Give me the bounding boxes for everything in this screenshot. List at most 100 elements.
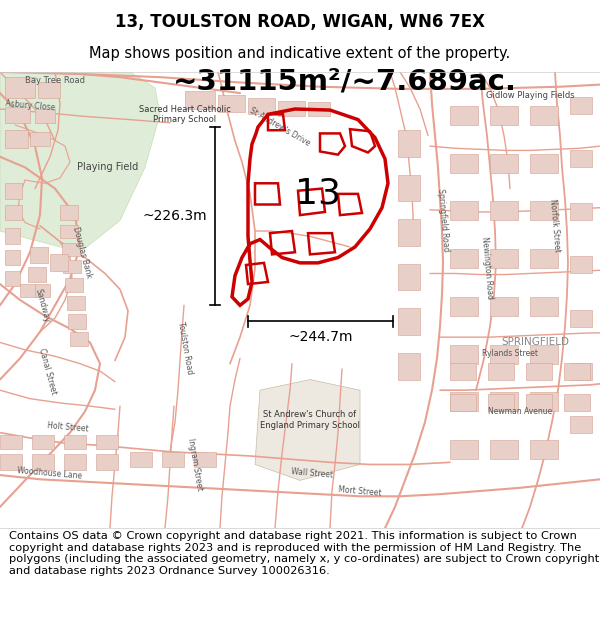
Polygon shape	[62, 242, 80, 256]
Polygon shape	[50, 254, 68, 271]
Polygon shape	[5, 107, 30, 123]
Polygon shape	[67, 296, 85, 309]
Polygon shape	[490, 297, 518, 316]
Polygon shape	[450, 297, 478, 316]
Polygon shape	[20, 284, 36, 297]
Polygon shape	[162, 452, 184, 467]
Text: Canal Street: Canal Street	[37, 347, 59, 395]
Polygon shape	[490, 106, 518, 125]
Polygon shape	[5, 250, 20, 265]
Text: Asbury Close: Asbury Close	[5, 99, 55, 112]
Polygon shape	[570, 309, 592, 326]
Polygon shape	[96, 435, 118, 449]
Polygon shape	[63, 259, 81, 274]
Polygon shape	[60, 224, 78, 239]
Text: Newman Avenue: Newman Avenue	[488, 407, 552, 416]
Text: Woodhouse Lane: Woodhouse Lane	[17, 466, 83, 480]
Polygon shape	[526, 394, 552, 411]
Polygon shape	[5, 183, 22, 199]
Polygon shape	[450, 249, 478, 268]
Polygon shape	[65, 278, 83, 291]
Polygon shape	[35, 109, 55, 122]
Polygon shape	[450, 362, 476, 379]
Text: Sacred Heart Catholic
Primary School: Sacred Heart Catholic Primary School	[139, 104, 231, 124]
Polygon shape	[64, 454, 86, 470]
Polygon shape	[530, 154, 558, 173]
Polygon shape	[68, 314, 86, 329]
Polygon shape	[398, 264, 420, 291]
Polygon shape	[530, 201, 558, 221]
Polygon shape	[488, 362, 514, 379]
Polygon shape	[530, 249, 558, 268]
Polygon shape	[194, 452, 216, 467]
Polygon shape	[70, 332, 88, 346]
Polygon shape	[450, 392, 478, 411]
Text: Contains OS data © Crown copyright and database right 2021. This information is : Contains OS data © Crown copyright and d…	[9, 531, 599, 576]
Text: St Andrew's Church of
England Primary School: St Andrew's Church of England Primary Sc…	[260, 410, 360, 429]
Polygon shape	[488, 394, 514, 411]
Polygon shape	[490, 154, 518, 173]
Text: Bay Tree Road: Bay Tree Road	[25, 76, 85, 85]
Polygon shape	[398, 130, 420, 157]
Polygon shape	[96, 454, 118, 470]
Polygon shape	[530, 297, 558, 316]
Polygon shape	[570, 98, 592, 114]
Polygon shape	[278, 101, 305, 116]
Text: SPRINGFIELD: SPRINGFIELD	[501, 338, 569, 348]
Polygon shape	[450, 201, 478, 221]
Polygon shape	[28, 267, 46, 282]
Polygon shape	[5, 228, 20, 244]
Polygon shape	[526, 362, 552, 379]
Polygon shape	[530, 440, 558, 459]
Polygon shape	[490, 392, 518, 411]
Polygon shape	[185, 91, 215, 109]
Text: Holt Street: Holt Street	[47, 421, 89, 434]
Polygon shape	[60, 204, 78, 221]
Text: Newington Road: Newington Road	[480, 236, 494, 300]
Polygon shape	[255, 379, 360, 481]
Text: St Andrew's Drive: St Andrew's Drive	[248, 106, 312, 148]
Text: Toulston Road: Toulston Road	[176, 321, 194, 375]
Text: ~244.7m: ~244.7m	[288, 330, 353, 344]
Text: Sandway: Sandway	[33, 288, 51, 323]
Text: Map shows position and indicative extent of the property.: Map shows position and indicative extent…	[89, 46, 511, 61]
Polygon shape	[308, 102, 330, 116]
Polygon shape	[450, 344, 478, 364]
Polygon shape	[490, 249, 518, 268]
Text: Mort Street: Mort Street	[338, 484, 382, 498]
Polygon shape	[564, 362, 590, 379]
Polygon shape	[564, 394, 590, 411]
Polygon shape	[5, 271, 20, 286]
Polygon shape	[530, 344, 558, 364]
Polygon shape	[450, 440, 478, 459]
Polygon shape	[398, 175, 420, 201]
Polygon shape	[5, 130, 28, 148]
Polygon shape	[35, 284, 50, 297]
Polygon shape	[450, 394, 476, 411]
Polygon shape	[398, 353, 420, 379]
Polygon shape	[490, 440, 518, 459]
Text: 13, TOULSTON ROAD, WIGAN, WN6 7EX: 13, TOULSTON ROAD, WIGAN, WN6 7EX	[115, 12, 485, 31]
Polygon shape	[38, 82, 60, 98]
Polygon shape	[218, 95, 245, 112]
Polygon shape	[570, 204, 592, 221]
Text: Wall Street: Wall Street	[290, 467, 334, 479]
Text: Norfolk Street: Norfolk Street	[548, 199, 562, 252]
Polygon shape	[32, 435, 54, 449]
Polygon shape	[450, 106, 478, 125]
Polygon shape	[398, 309, 420, 335]
Text: Rylands Street: Rylands Street	[482, 349, 538, 358]
Polygon shape	[248, 98, 275, 114]
Polygon shape	[530, 106, 558, 125]
Text: 13: 13	[295, 177, 341, 211]
Text: Springfield Road: Springfield Road	[436, 189, 450, 253]
Polygon shape	[130, 452, 152, 467]
Polygon shape	[32, 454, 54, 470]
Polygon shape	[490, 201, 518, 221]
Polygon shape	[30, 132, 50, 146]
Polygon shape	[570, 416, 592, 432]
Polygon shape	[530, 392, 558, 411]
Polygon shape	[490, 344, 518, 364]
Text: Douglas Bank: Douglas Bank	[71, 226, 93, 279]
Text: ~226.3m: ~226.3m	[142, 209, 207, 223]
